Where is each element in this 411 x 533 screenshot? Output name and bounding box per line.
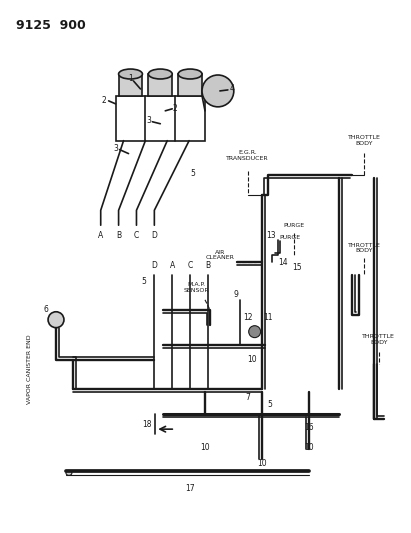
Text: 9: 9 [233,290,238,300]
Text: 14: 14 [279,257,288,266]
Text: M.A.P.
SENSOR: M.A.P. SENSOR [183,282,209,293]
Text: C: C [187,261,193,270]
Text: 18: 18 [143,419,152,429]
Text: 13: 13 [266,231,275,240]
Ellipse shape [178,69,202,79]
Text: E.G.R.
TRANSDUCER: E.G.R. TRANSDUCER [226,150,269,161]
Text: 10: 10 [247,355,256,364]
Text: 10: 10 [200,442,210,451]
Text: 10: 10 [257,459,266,469]
Circle shape [48,312,64,328]
Text: PURGE: PURGE [284,223,305,228]
Text: 10: 10 [305,442,314,451]
FancyBboxPatch shape [148,74,172,96]
Ellipse shape [66,471,72,475]
Text: AIR
CLEANER: AIR CLEANER [206,249,234,261]
Text: D: D [151,261,157,270]
FancyBboxPatch shape [119,74,143,96]
Ellipse shape [119,69,143,79]
Text: C: C [134,231,139,240]
Text: 11: 11 [263,313,272,322]
Text: 6: 6 [44,305,48,314]
Text: A: A [98,231,103,240]
Text: 15: 15 [293,263,302,272]
Text: 9125  900: 9125 900 [16,19,86,33]
Text: THROTTLE
BODY: THROTTLE BODY [347,135,380,146]
Text: B: B [206,261,210,270]
Text: 5: 5 [267,400,272,409]
Circle shape [202,75,234,107]
Circle shape [249,326,261,337]
Text: THROTTLE
BODY: THROTTLE BODY [347,243,380,254]
Text: A: A [170,261,175,270]
Text: 2: 2 [102,96,106,106]
Text: 1: 1 [128,75,133,84]
Text: VAPOR CANISTER END: VAPOR CANISTER END [27,335,32,404]
Text: 3: 3 [146,116,151,125]
Text: D: D [151,231,157,240]
Text: 12: 12 [243,313,252,322]
Text: 4: 4 [229,84,234,93]
FancyBboxPatch shape [178,74,202,96]
Text: 17: 17 [185,484,195,494]
Text: 2: 2 [173,104,178,114]
Text: 7: 7 [245,393,250,402]
Text: 5: 5 [191,169,196,178]
Text: PURGE: PURGE [279,235,300,240]
Text: B: B [116,231,121,240]
Text: 5: 5 [141,277,146,286]
Ellipse shape [148,69,172,79]
Text: 3: 3 [113,144,118,153]
Text: THROTTLE
BODY: THROTTLE BODY [363,334,395,345]
Text: 16: 16 [305,423,314,432]
